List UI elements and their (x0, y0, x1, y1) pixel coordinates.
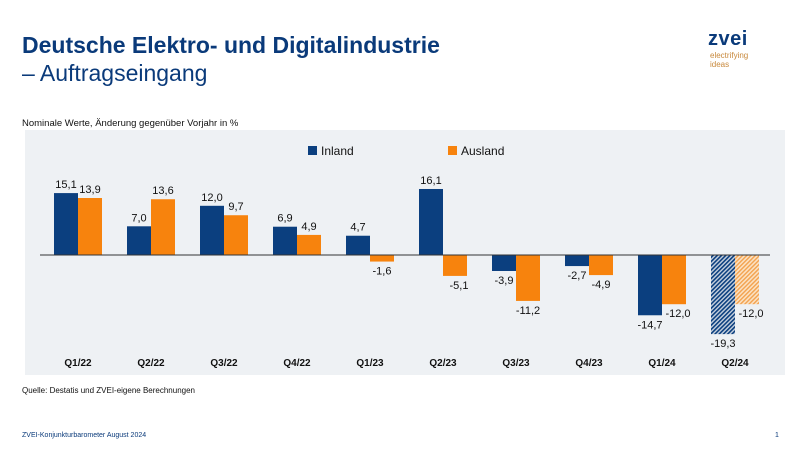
legend-swatch-ausland (448, 146, 457, 155)
bar-inland-Q3/23 (492, 255, 516, 271)
x-tick-label: Q1/24 (648, 358, 676, 369)
data-label: -11,2 (516, 305, 540, 317)
data-label: 13,9 (79, 184, 100, 196)
bar-ausland-Q3/22 (224, 215, 248, 255)
bar-ausland-Q2/23 (443, 255, 467, 276)
data-label: 6,9 (277, 213, 292, 225)
data-label: 4,7 (350, 222, 365, 234)
data-label: 7,0 (131, 212, 146, 224)
x-tick-label: Q3/23 (502, 358, 530, 369)
bar-inland-Q2/23 (419, 188, 443, 255)
x-tick-label: Q1/23 (356, 358, 384, 369)
data-label: -2,7 (568, 270, 587, 282)
data-label: 15,1 (55, 179, 76, 191)
bar-ausland-Q1/24 (662, 255, 686, 305)
bar-ausland-Q3/23 (516, 255, 540, 301)
bar-inland-Q1/24 (638, 255, 662, 316)
bar-inland-Q1/22 (54, 193, 78, 255)
x-tick-label: Q4/22 (283, 358, 311, 369)
bar-inland-Q2/24 (711, 255, 735, 335)
page-title: Deutsche Elektro- und Digitalindustrie (22, 32, 440, 58)
legend-label-ausland: Ausland (461, 144, 504, 158)
bar-ausland-Q1/23 (370, 255, 394, 262)
zvei-logo: zvei electrifying ideas (708, 28, 748, 69)
data-label: 9,7 (228, 201, 243, 213)
x-tick-label: Q2/24 (721, 358, 749, 369)
bar-ausland-Q4/23 (589, 255, 613, 276)
data-label: -4,9 (592, 279, 611, 291)
data-label: -12,0 (665, 308, 690, 320)
data-label: -14,7 (637, 319, 662, 331)
bar-ausland-Q4/22 (297, 234, 321, 255)
data-label: -19,3 (710, 338, 735, 350)
bar-inland-Q2/22 (127, 226, 151, 255)
data-label: -1,6 (373, 266, 392, 278)
logo-tagline-2: ideas (710, 60, 730, 69)
bar-inland-Q3/22 (200, 205, 224, 255)
bar-inland-Q4/23 (565, 255, 589, 267)
bar-ausland-Q1/22 (78, 198, 102, 255)
data-label: 4,9 (301, 221, 316, 233)
logo-tagline-1: electrifying (710, 51, 749, 60)
data-label: 13,6 (152, 185, 173, 197)
source-note: Quelle: Destatis und ZVEI-eigene Berechn… (22, 386, 195, 395)
x-tick-label: Q2/22 (137, 358, 165, 369)
chart-note: Nominale Werte, Änderung gegenüber Vorja… (22, 118, 239, 129)
data-label: -5,1 (450, 280, 469, 292)
x-tick-label: Q1/22 (64, 358, 92, 369)
data-label: 12,0 (201, 192, 222, 204)
data-label: -3,9 (495, 275, 514, 287)
bar-ausland-Q2/24 (735, 255, 759, 305)
page-subtitle: – Auftragseingang (22, 60, 208, 86)
x-tick-label: Q2/23 (429, 358, 457, 369)
legend-swatch-inland (308, 146, 317, 155)
logo-word: zvei (708, 28, 748, 50)
x-tick-label: Q3/22 (210, 358, 238, 369)
bar-ausland-Q2/22 (151, 199, 175, 255)
bar-inland-Q1/23 (346, 235, 370, 255)
data-label: -12,0 (738, 308, 763, 320)
bar-inland-Q4/22 (273, 226, 297, 255)
page-number: 1 (775, 432, 779, 439)
data-label: 16,1 (420, 175, 441, 187)
legend-label-inland: Inland (321, 144, 354, 158)
footer-text: ZVEI-Konjunkturbarometer August 2024 (22, 432, 147, 439)
x-tick-label: Q4/23 (575, 358, 603, 369)
